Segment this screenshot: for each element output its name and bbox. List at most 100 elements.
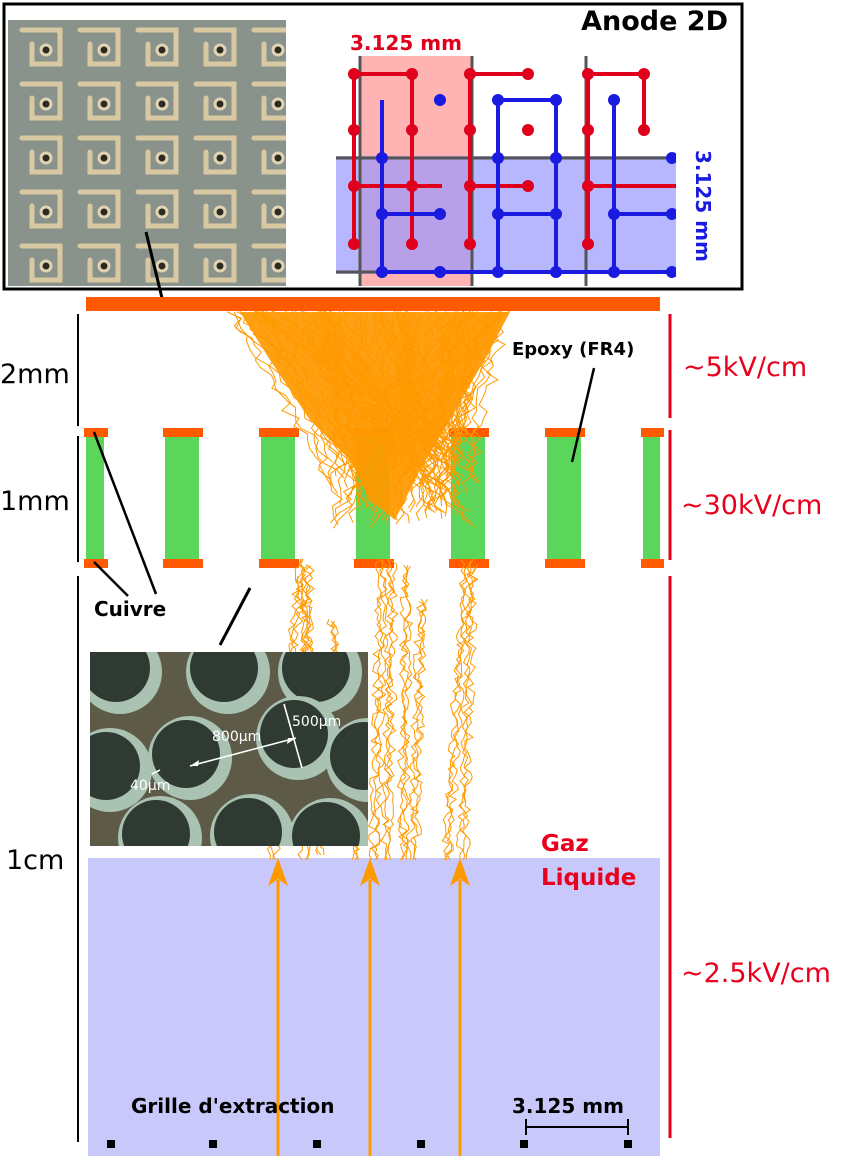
copper-top-layer [163, 428, 203, 437]
epoxy-pointer [570, 367, 596, 463]
liquid-argon-region [88, 858, 660, 1156]
y-pad [434, 208, 446, 220]
pitch-arrow-head-left [190, 760, 199, 766]
pcb-via [97, 151, 111, 165]
x-pad [638, 124, 650, 136]
gap-1cm-label: 1cm [6, 845, 64, 876]
pcb-via [97, 43, 111, 57]
rim-arrow [151, 769, 161, 775]
lem-hole [282, 652, 350, 702]
electron-track [405, 598, 425, 861]
y-pad [550, 152, 562, 164]
anode-pitch-x-label: 3.125 mm [350, 31, 462, 55]
pcb-via [39, 205, 53, 219]
lem-hole [260, 700, 328, 768]
pcb-via [155, 205, 169, 219]
gap-2mm-label: 2mm [0, 359, 70, 390]
epoxy-segment [165, 437, 199, 559]
avalanche-core [240, 312, 510, 520]
anode-title: Anode 2D [581, 6, 728, 37]
lem-hole [122, 800, 190, 846]
pcb-via [213, 151, 227, 165]
copper-label: Cuivre [94, 597, 166, 621]
copper-top-layer [259, 428, 299, 437]
pcb-via [213, 97, 227, 111]
y-pad [666, 266, 676, 278]
copper-top-layer [84, 428, 108, 437]
y-pad [666, 152, 676, 164]
lem-hole [190, 652, 258, 702]
pcb-trace [135, 189, 179, 229]
lem-hole [90, 732, 140, 800]
copper-bottom-layer [354, 559, 394, 568]
electron-track [380, 559, 394, 861]
field-gem-label: ~30kV/cm [681, 490, 822, 521]
y-pad [608, 208, 620, 220]
copper-bottom-layer [545, 559, 585, 568]
pcb-via [39, 259, 53, 273]
pcb-via [271, 97, 285, 111]
pcb-via [97, 97, 111, 111]
pcb-trace [135, 27, 179, 67]
electron-track [410, 600, 427, 861]
liquid-label: Liquide [541, 865, 636, 891]
pcb-via [155, 43, 169, 57]
x-pad [638, 68, 650, 80]
drift-arrow-head [450, 858, 470, 886]
electron-track [462, 564, 479, 861]
x-pad [348, 68, 360, 80]
photo-pointer-line [144, 231, 164, 299]
pcb-trace [19, 189, 63, 229]
micro-diameter-label: 500µm [292, 714, 341, 730]
epoxy-segment [643, 437, 660, 559]
gas-label: Gaz [541, 831, 589, 857]
x-pad [464, 124, 476, 136]
copper-top-layer [545, 428, 585, 437]
micro-rim-label: 40µm [130, 778, 170, 794]
scale-bar-label: 3.125 mm [512, 1094, 624, 1118]
pcb-trace [251, 27, 286, 67]
y-pad [376, 208, 388, 220]
y-pad [492, 266, 504, 278]
grid-wire [417, 1140, 425, 1148]
copper-bottom-layer [163, 559, 203, 568]
pcb-via [97, 259, 111, 273]
copper-top-layer [641, 428, 664, 437]
electron-track [370, 559, 387, 861]
y-pad [434, 94, 446, 106]
pcb-trace [251, 81, 286, 121]
lem-hole [152, 720, 220, 788]
pcb-trace [193, 81, 237, 121]
pcb-via [39, 151, 53, 165]
pcb-trace [193, 189, 237, 229]
micro-pointer-line [218, 587, 252, 646]
extraction-grid-wires [107, 1140, 632, 1148]
pcb-trace [19, 81, 63, 121]
y-pad [376, 266, 388, 278]
pcb-via [213, 43, 227, 57]
pcb-trace [251, 189, 286, 229]
x-pad [582, 180, 594, 192]
field-amplification-label: ~5kV/cm [683, 352, 807, 383]
electron-track [459, 564, 477, 861]
pcb-trace [193, 27, 237, 67]
y-pad [550, 266, 562, 278]
pcb-via [39, 43, 53, 57]
pcb-trace [193, 243, 237, 283]
pcb-trace [251, 135, 286, 175]
pcb-trace [77, 27, 121, 67]
y-pad [550, 208, 562, 220]
y-pad [550, 94, 562, 106]
electron-track [398, 564, 412, 861]
pcb-trace [19, 243, 63, 283]
pcb-trace [135, 81, 179, 121]
pcb-trace [77, 81, 121, 121]
y-pad [492, 208, 504, 220]
pcb-via [213, 205, 227, 219]
electron-track [446, 559, 474, 861]
x-pad [522, 68, 534, 80]
electron-track [374, 559, 388, 861]
pcb-via [213, 259, 227, 273]
anode-pitch-y-label: 3.125 mm [691, 150, 715, 262]
pcb-trace [77, 189, 121, 229]
